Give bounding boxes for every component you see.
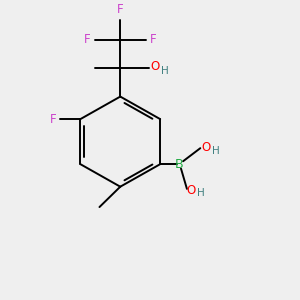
Text: B: B [175, 158, 184, 171]
Text: H: H [161, 66, 169, 76]
Text: F: F [150, 33, 157, 46]
Text: H: H [212, 146, 220, 155]
Text: O: O [202, 141, 211, 154]
Text: O: O [186, 184, 195, 197]
Text: O: O [150, 60, 159, 73]
Text: F: F [50, 112, 56, 126]
Text: F: F [84, 33, 91, 46]
Text: F: F [117, 3, 124, 16]
Text: H: H [197, 188, 205, 198]
